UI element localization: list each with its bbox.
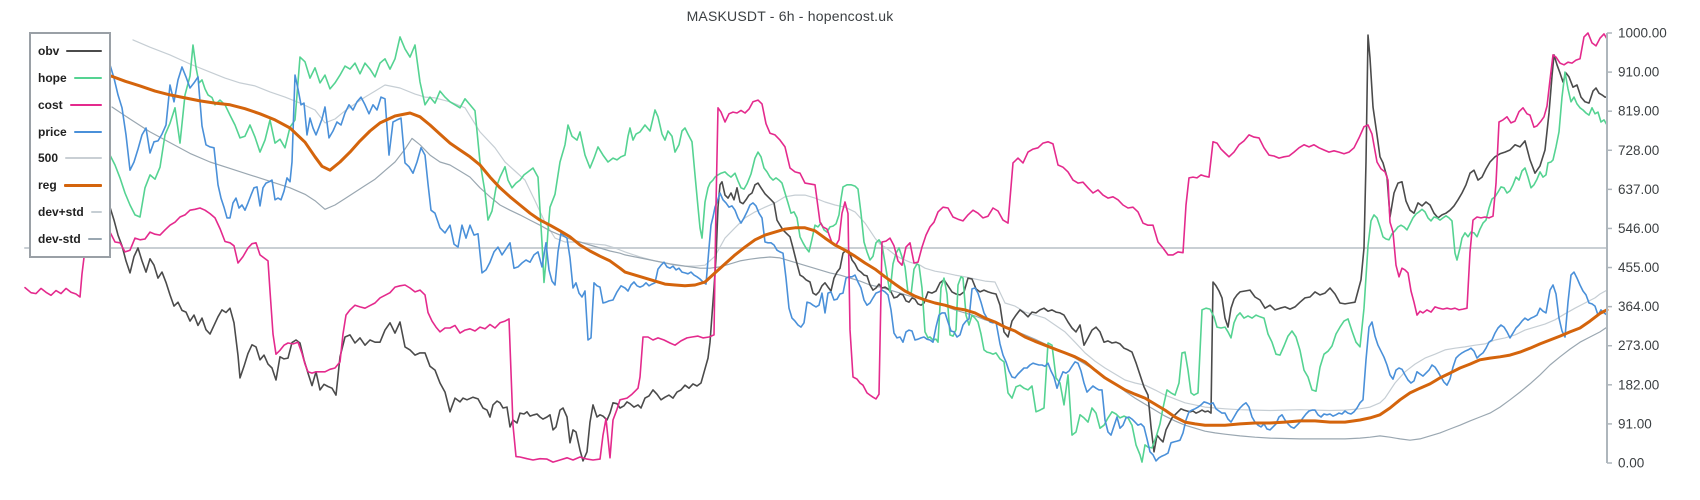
series-line-reg [109, 74, 1609, 427]
y-axis-tick-label: 0.00 [1618, 456, 1644, 471]
y-axis-tick-label: 455.00 [1618, 260, 1659, 275]
legend-label: obv [38, 44, 60, 59]
y-axis-tick-label: 728.00 [1618, 143, 1659, 158]
legend-item-obv[interactable]: obv [38, 44, 102, 58]
cost-line-swatch [69, 103, 102, 106]
series-line-cost [24, 32, 1608, 463]
ma500-line-swatch [65, 157, 102, 160]
legend-item-dev-plus-std[interactable]: dev+std [38, 205, 102, 219]
y-axis-tick-label: 182.00 [1618, 377, 1659, 392]
legend-label: cost [38, 97, 63, 112]
series-line-hope [109, 36, 1608, 463]
reg-line-swatch [63, 183, 102, 187]
dev-plus-std-line-swatch [90, 210, 102, 213]
y-axis-tick-label: 910.00 [1618, 65, 1659, 80]
y-axis-tick-label: 546.00 [1618, 221, 1659, 236]
y-axis-tick-label: 1000.00 [1618, 26, 1667, 41]
legend-label: 500 [38, 151, 59, 166]
legend-label: dev-std [38, 231, 81, 246]
legend-item-cost[interactable]: cost [38, 98, 102, 112]
series-line-price [109, 64, 1608, 462]
legend-label: dev+std [38, 204, 84, 219]
chart-title: MASKUSDT - 6h - hopencost.uk [686, 8, 894, 24]
price-line-swatch [73, 130, 102, 133]
y-axis-tick-label: 364.00 [1618, 299, 1659, 314]
legend-label: hope [38, 71, 67, 86]
legend-label: price [38, 124, 67, 139]
dev-minus-std-line-swatch [87, 237, 102, 240]
legend-box: obv hope cost price 500 reg dev+std dev [29, 32, 111, 258]
legend-item-500[interactable]: 500 [38, 151, 102, 165]
series-line-obv [109, 34, 1608, 462]
hope-line-swatch [73, 77, 102, 80]
obv-line-swatch [66, 50, 102, 53]
legend-item-price[interactable]: price [38, 125, 102, 139]
legend-item-reg[interactable]: reg [38, 178, 102, 192]
y-axis-tick-label: 273.00 [1618, 338, 1659, 353]
y-axis-tick-label: 819.00 [1618, 104, 1659, 119]
legend-item-hope[interactable]: hope [38, 71, 102, 85]
legend-label: reg [38, 178, 57, 193]
series-line-dev-std [111, 106, 1608, 441]
series-line-dev+std [132, 39, 1608, 412]
y-axis-tick-label: 91.00 [1618, 416, 1652, 431]
y-axis-tick-label: 637.00 [1618, 182, 1659, 197]
legend-item-dev-minus-std[interactable]: dev-std [38, 232, 102, 246]
